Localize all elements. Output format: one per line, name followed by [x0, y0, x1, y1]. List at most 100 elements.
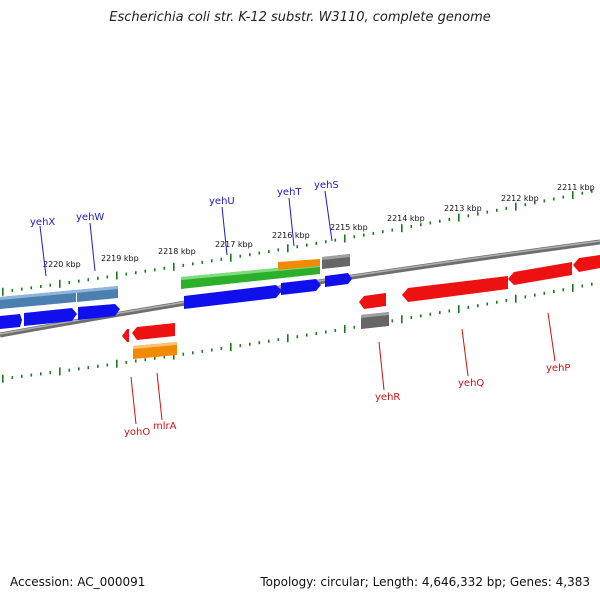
ruler-minor-tick: [372, 231, 375, 235]
ruler-minor-tick: [353, 325, 356, 329]
ruler-minor-tick: [410, 225, 413, 228]
gene-arrow[interactable]: [281, 279, 321, 295]
ruler-minor-tick: [154, 268, 156, 272]
ruler-minor-tick: [87, 366, 90, 370]
ruler-minor-tick: [534, 293, 536, 297]
gene-feature[interactable]: [0, 290, 76, 309]
gene-label-yehX[interactable]: yehX: [30, 217, 55, 228]
ruler-major-tick: [515, 202, 517, 211]
ruler-minor-tick: [524, 295, 527, 299]
gene-arrow-yehR[interactable]: [359, 293, 386, 309]
ruler-minor-tick: [97, 364, 99, 368]
ruler-minor-tick: [562, 195, 565, 199]
gene-label-yehQ[interactable]: yehQ: [458, 378, 484, 389]
ruler-minor-tick: [591, 189, 593, 193]
ruler-minor-tick: [353, 235, 356, 239]
ruler-major-tick: [2, 287, 4, 296]
ruler-minor-tick: [211, 259, 213, 263]
ruler-major-tick: [173, 262, 175, 271]
ruler-minor-tick: [277, 248, 280, 252]
ruler-minor-tick: [439, 311, 441, 315]
kbp-label-2211: 2211 kbp: [557, 183, 595, 192]
gene-arrow-yehQ[interactable]: [402, 276, 508, 302]
gene-label-yohO[interactable]: yohO: [124, 427, 150, 438]
page-title: Escherichia coli str. K-12 substr. W3110…: [109, 10, 491, 25]
ruler-major-tick: [59, 279, 61, 288]
gene-label-mlrA[interactable]: mlrA: [153, 421, 177, 432]
gene-label-yehT[interactable]: yehT: [277, 187, 302, 198]
gene-label-yehP[interactable]: yehP: [546, 363, 570, 374]
gene-arrow[interactable]: [24, 308, 77, 326]
gene-arrow[interactable]: [122, 329, 129, 342]
ruler-minor-tick: [220, 257, 223, 261]
ruler-minor-tick: [220, 347, 223, 350]
ruler-minor-tick: [420, 314, 422, 318]
ruler-minor-tick: [448, 309, 451, 313]
ruler-minor-tick: [296, 245, 299, 249]
gene-arrow-yehX[interactable]: [0, 314, 22, 329]
kbp-label-2216: 2216 kbp: [272, 231, 310, 240]
ruler-minor-tick: [467, 214, 470, 218]
ruler-major-tick: [458, 305, 460, 314]
top-strand-features: [0, 254, 352, 329]
ruler-minor-tick: [182, 352, 185, 356]
ruler-minor-tick: [87, 278, 90, 282]
ruler-minor-tick: [68, 281, 71, 284]
ruler-minor-tick: [429, 221, 432, 225]
ruler-minor-tick: [154, 356, 156, 360]
ruler-minor-tick: [192, 262, 194, 266]
ruler-minor-tick: [106, 275, 109, 279]
ruler-minor-tick: [534, 201, 536, 205]
ruler-minor-tick: [505, 299, 508, 302]
ruler-major-tick: [59, 367, 61, 376]
ruler-minor-tick: [144, 269, 147, 273]
ruler-minor-tick: [410, 316, 413, 320]
gene-arrow[interactable]: [325, 273, 352, 287]
ruler-major-tick: [515, 294, 517, 303]
accession-text: Accession: AC_000091: [10, 575, 146, 589]
ruler-minor-tick: [325, 330, 327, 334]
bottom-gene-labels: yohO mlrA yehR yehQ yehP: [124, 312, 570, 438]
ruler-major-tick: [344, 234, 346, 243]
ruler-minor-tick: [30, 286, 33, 290]
ruler-major-tick: [116, 271, 118, 280]
ruler-minor-tick: [391, 319, 394, 323]
gene-arrow-yehW[interactable]: [78, 304, 120, 320]
ruler-major-tick: [458, 213, 460, 222]
gene-label-yehR[interactable]: yehR: [375, 392, 400, 403]
gene-label-yehU[interactable]: yehU: [209, 196, 235, 207]
ruler-major-tick: [401, 224, 403, 233]
ruler-minor-tick: [581, 191, 584, 195]
ruler-minor-tick: [11, 376, 14, 380]
gene-label-yehS[interactable]: yehS: [314, 180, 339, 191]
ruler-major-tick: [230, 343, 232, 352]
top-gene-labels: yehX yehW yehU yehT yehS: [30, 180, 339, 277]
ruler-minor-tick: [496, 208, 498, 212]
kbp-label-2219: 2219 kbp: [101, 254, 139, 263]
ruler-major-tick: [401, 315, 403, 324]
top-ruler: [2, 189, 593, 296]
ruler-major-tick: [230, 253, 232, 262]
ruler-minor-tick: [448, 217, 451, 221]
ruler-minor-tick: [78, 367, 80, 371]
gene-arrow-yohO[interactable]: [132, 323, 175, 340]
ruler-minor-tick: [144, 358, 147, 362]
gene-feature-yehT[interactable]: [278, 259, 320, 270]
ruler-minor-tick: [182, 263, 185, 267]
ruler-minor-tick: [211, 348, 213, 352]
ruler-major-tick: [173, 351, 175, 360]
ruler-minor-tick: [325, 240, 327, 244]
gene-arrow[interactable]: [184, 285, 282, 309]
gene-arrow-yehP[interactable]: [573, 255, 600, 272]
ruler-minor-tick: [524, 203, 527, 207]
gene-arrow[interactable]: [508, 262, 572, 285]
ruler-minor-tick: [40, 372, 42, 376]
ruler-minor-tick: [306, 243, 308, 247]
ruler-minor-tick: [334, 238, 337, 242]
ruler-minor-tick: [315, 241, 318, 245]
kbp-label-2217: 2217 kbp: [215, 240, 253, 249]
genome-summary-text: Topology: circular; Length: 4,646,332 bp…: [260, 575, 590, 589]
ruler-minor-tick: [363, 233, 365, 237]
ruler-minor-tick: [11, 288, 14, 292]
gene-label-yehW[interactable]: yehW: [76, 212, 104, 223]
